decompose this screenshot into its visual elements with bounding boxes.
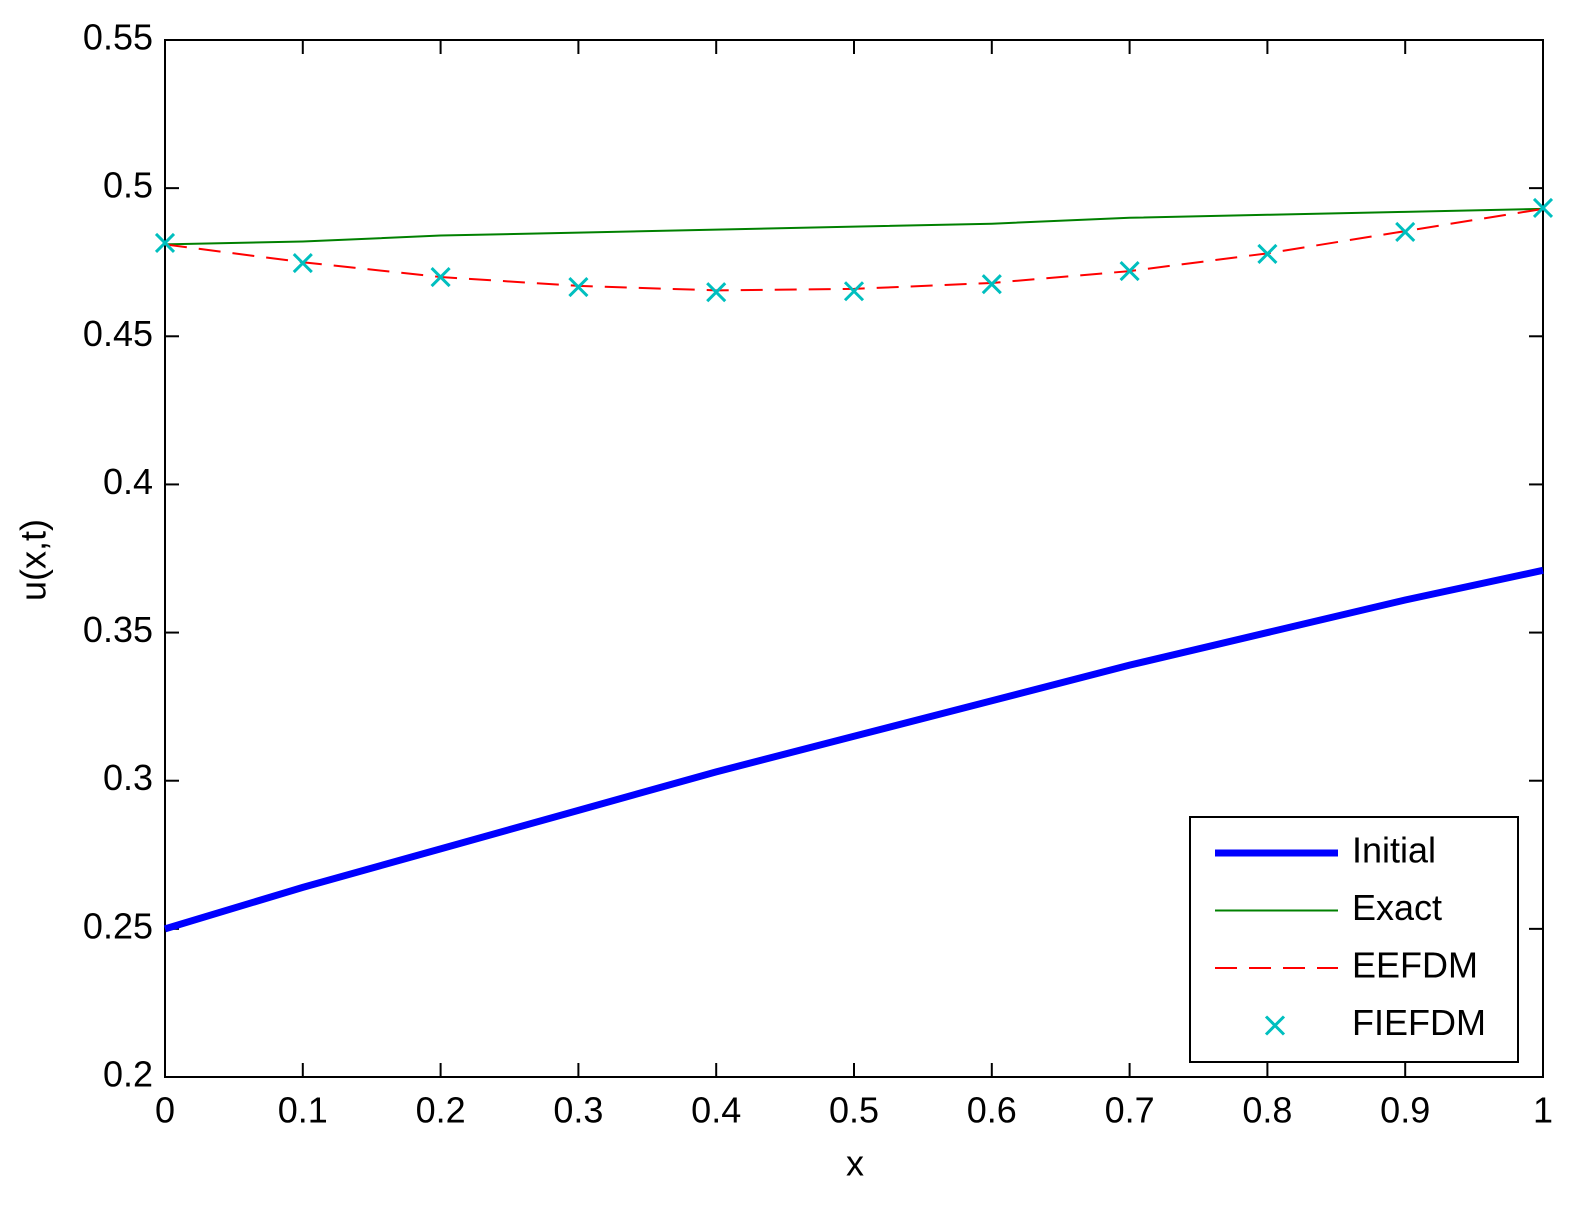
legend-box (1189, 816, 1519, 1063)
marker (154, 232, 176, 254)
x-tick-label: 0.8 (1242, 1090, 1292, 1131)
x-tick-label: 0.4 (691, 1090, 741, 1131)
plot-frame (164, 39, 1544, 1078)
x-axis-label: x (846, 1143, 864, 1184)
x-tick-label: 0.7 (1105, 1090, 1155, 1131)
x-tick-label: 0.9 (1380, 1090, 1430, 1131)
y-tick-label: 0.5 (103, 165, 153, 206)
marker (568, 277, 589, 298)
marker (1395, 221, 1416, 243)
x-tick-label: 0.5 (829, 1090, 879, 1131)
y-tick-label: 0.25 (83, 905, 153, 946)
legend-marker (1264, 1015, 1286, 1036)
legend-label: EEFDM (1352, 945, 1478, 986)
x-tick-label: 0 (155, 1090, 175, 1131)
legend-label: Exact (1352, 887, 1442, 928)
legend-label: FIEFDM (1352, 1002, 1486, 1043)
y-tick-label: 0.45 (83, 313, 153, 354)
series-line (164, 207, 1544, 246)
legend-label: Initial (1352, 830, 1436, 871)
marker (981, 274, 1002, 295)
x-tick-label: 0.6 (967, 1090, 1017, 1131)
y-tick-label: 0.35 (83, 609, 153, 650)
x-tick-label: 0.2 (416, 1090, 466, 1131)
marker (1119, 261, 1140, 282)
marker (1532, 197, 1554, 219)
series-line (164, 207, 1544, 292)
x-tick-label: 0.3 (553, 1090, 603, 1131)
marker (843, 281, 865, 302)
y-tick-label: 0.3 (103, 757, 153, 798)
x-tick-label: 1 (1533, 1090, 1553, 1131)
series-line (163, 566, 1544, 933)
x-tick-label: 0.1 (278, 1090, 328, 1131)
marker (1257, 243, 1278, 264)
marker (292, 253, 313, 274)
y-tick-label: 0.4 (103, 461, 153, 502)
y-tick-label: 0.55 (83, 17, 153, 58)
y-axis-label: u(x,t) (13, 519, 54, 601)
marker (430, 266, 451, 288)
marker (706, 282, 727, 303)
y-tick-label: 0.2 (103, 1054, 153, 1095)
